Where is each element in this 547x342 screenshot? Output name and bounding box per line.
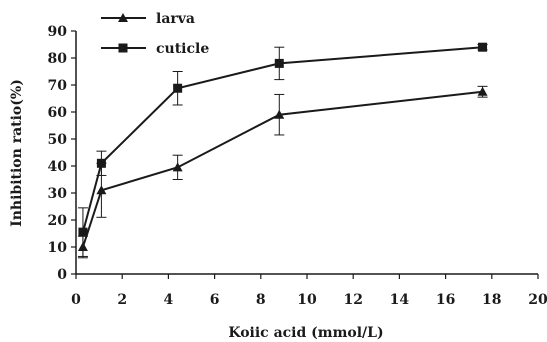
series-line-cuticle: [81, 46, 483, 233]
data-point-cuticle: [274, 58, 284, 68]
series-larva: [77, 85, 488, 259]
legend: larva cuticle: [101, 11, 209, 57]
y-tick-label: 10: [48, 240, 68, 256]
x-tick-label: 4: [164, 292, 174, 308]
x-tick-label: 12: [343, 292, 362, 308]
legend-item-cuticle: cuticle: [101, 41, 209, 57]
legend-marker: [118, 43, 128, 53]
y-tick-label: 20: [48, 213, 68, 229]
x-tick-label: 10: [297, 292, 317, 308]
y-tick-label: 70: [48, 78, 68, 94]
series-cuticle: [77, 42, 488, 257]
y-tick-label: 80: [48, 51, 68, 67]
y-tick-label: 0: [57, 267, 67, 283]
data-point-larva: [96, 185, 107, 195]
legend-label: cuticle: [156, 41, 209, 57]
data-point-cuticle: [96, 158, 106, 168]
legend-label: larva: [156, 11, 195, 27]
x-tick-label: 6: [210, 292, 220, 308]
x-tick-label: 2: [117, 292, 127, 308]
series-line-larva: [81, 90, 483, 248]
data-point-larva: [172, 162, 183, 172]
legend-marker: [118, 13, 128, 22]
data-point-cuticle: [478, 42, 488, 52]
x-tick-label: 16: [436, 292, 455, 308]
axes: 0 10 20 30 40 50 60 70 80 90 0 2 4 6 8 10 12 14 16 18 20: [48, 24, 547, 308]
data-point-larva: [477, 86, 488, 96]
x-tick-label: 8: [256, 292, 266, 308]
x-tick-label: 20: [528, 292, 547, 308]
x-tick-label: 0: [71, 292, 81, 308]
data-point-larva: [274, 109, 285, 119]
x-axis-title: Koiic acid (mmol/L): [228, 325, 383, 341]
y-axis-title: Inhibition ratio(%): [9, 79, 25, 227]
x-tick-label: 14: [390, 292, 410, 308]
y-tick-label: 90: [48, 24, 68, 40]
legend-item-larva: larva: [101, 11, 195, 27]
series-layer: [77, 42, 488, 259]
y-tick-label: 30: [48, 186, 68, 202]
x-tick-label: 18: [482, 292, 501, 308]
data-point-cuticle: [78, 227, 88, 237]
y-tick-label: 50: [48, 132, 68, 148]
y-tick-label: 40: [48, 159, 68, 175]
y-tick-label: 60: [48, 105, 68, 121]
data-point-cuticle: [173, 83, 183, 93]
